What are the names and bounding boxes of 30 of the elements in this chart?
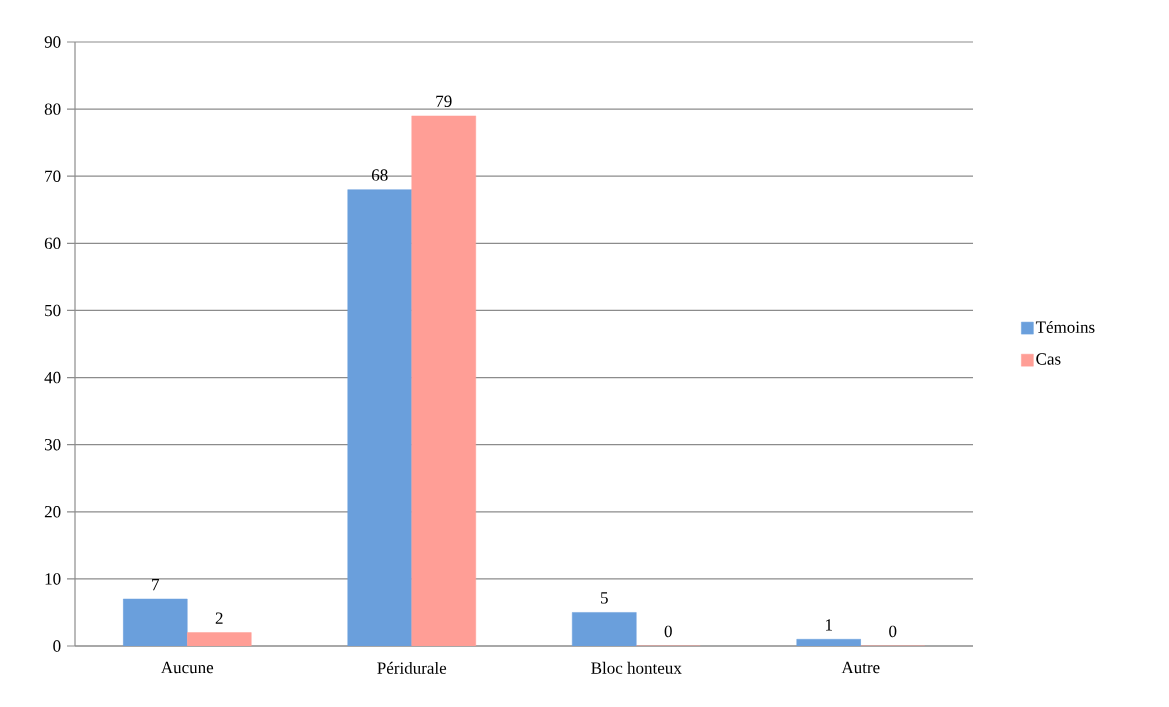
x-tick-label: Péridurale bbox=[377, 661, 447, 674]
y-tick-label: 20 bbox=[44, 506, 61, 518]
y-tick-label: 70 bbox=[45, 170, 61, 182]
y-tick-label: 90 bbox=[44, 36, 61, 48]
bar bbox=[123, 598, 188, 646]
data-label: 5 bbox=[601, 592, 608, 604]
x-tick-label: Autre bbox=[841, 661, 880, 674]
y-tick-label: 30 bbox=[44, 438, 61, 451]
data-label: 1 bbox=[826, 619, 832, 631]
y-tick-label: 0 bbox=[53, 640, 61, 652]
data-label: 68 bbox=[371, 169, 388, 181]
y-tick-label: 10 bbox=[45, 573, 61, 585]
bar bbox=[411, 115, 477, 646]
bar bbox=[572, 612, 637, 646]
y-tick-label: 50 bbox=[45, 304, 61, 317]
y-tick-label: 80 bbox=[44, 103, 61, 115]
data-label: 7 bbox=[152, 579, 160, 591]
x-tick-label: Bloc honteux bbox=[591, 661, 682, 674]
data-label: 0 bbox=[889, 625, 897, 638]
legend-label: Témoins bbox=[1035, 320, 1095, 333]
legend-label: Cas bbox=[1036, 353, 1061, 365]
bar bbox=[187, 632, 252, 646]
data-label: 79 bbox=[436, 95, 452, 107]
x-tick-label: Aucune bbox=[160, 661, 214, 674]
data-label: 0 bbox=[664, 625, 672, 638]
y-tick-label: 60 bbox=[44, 237, 61, 250]
data-label: 2 bbox=[215, 612, 223, 624]
y-tick-label: 40 bbox=[44, 371, 61, 384]
bar bbox=[347, 189, 412, 646]
bar bbox=[796, 639, 862, 646]
